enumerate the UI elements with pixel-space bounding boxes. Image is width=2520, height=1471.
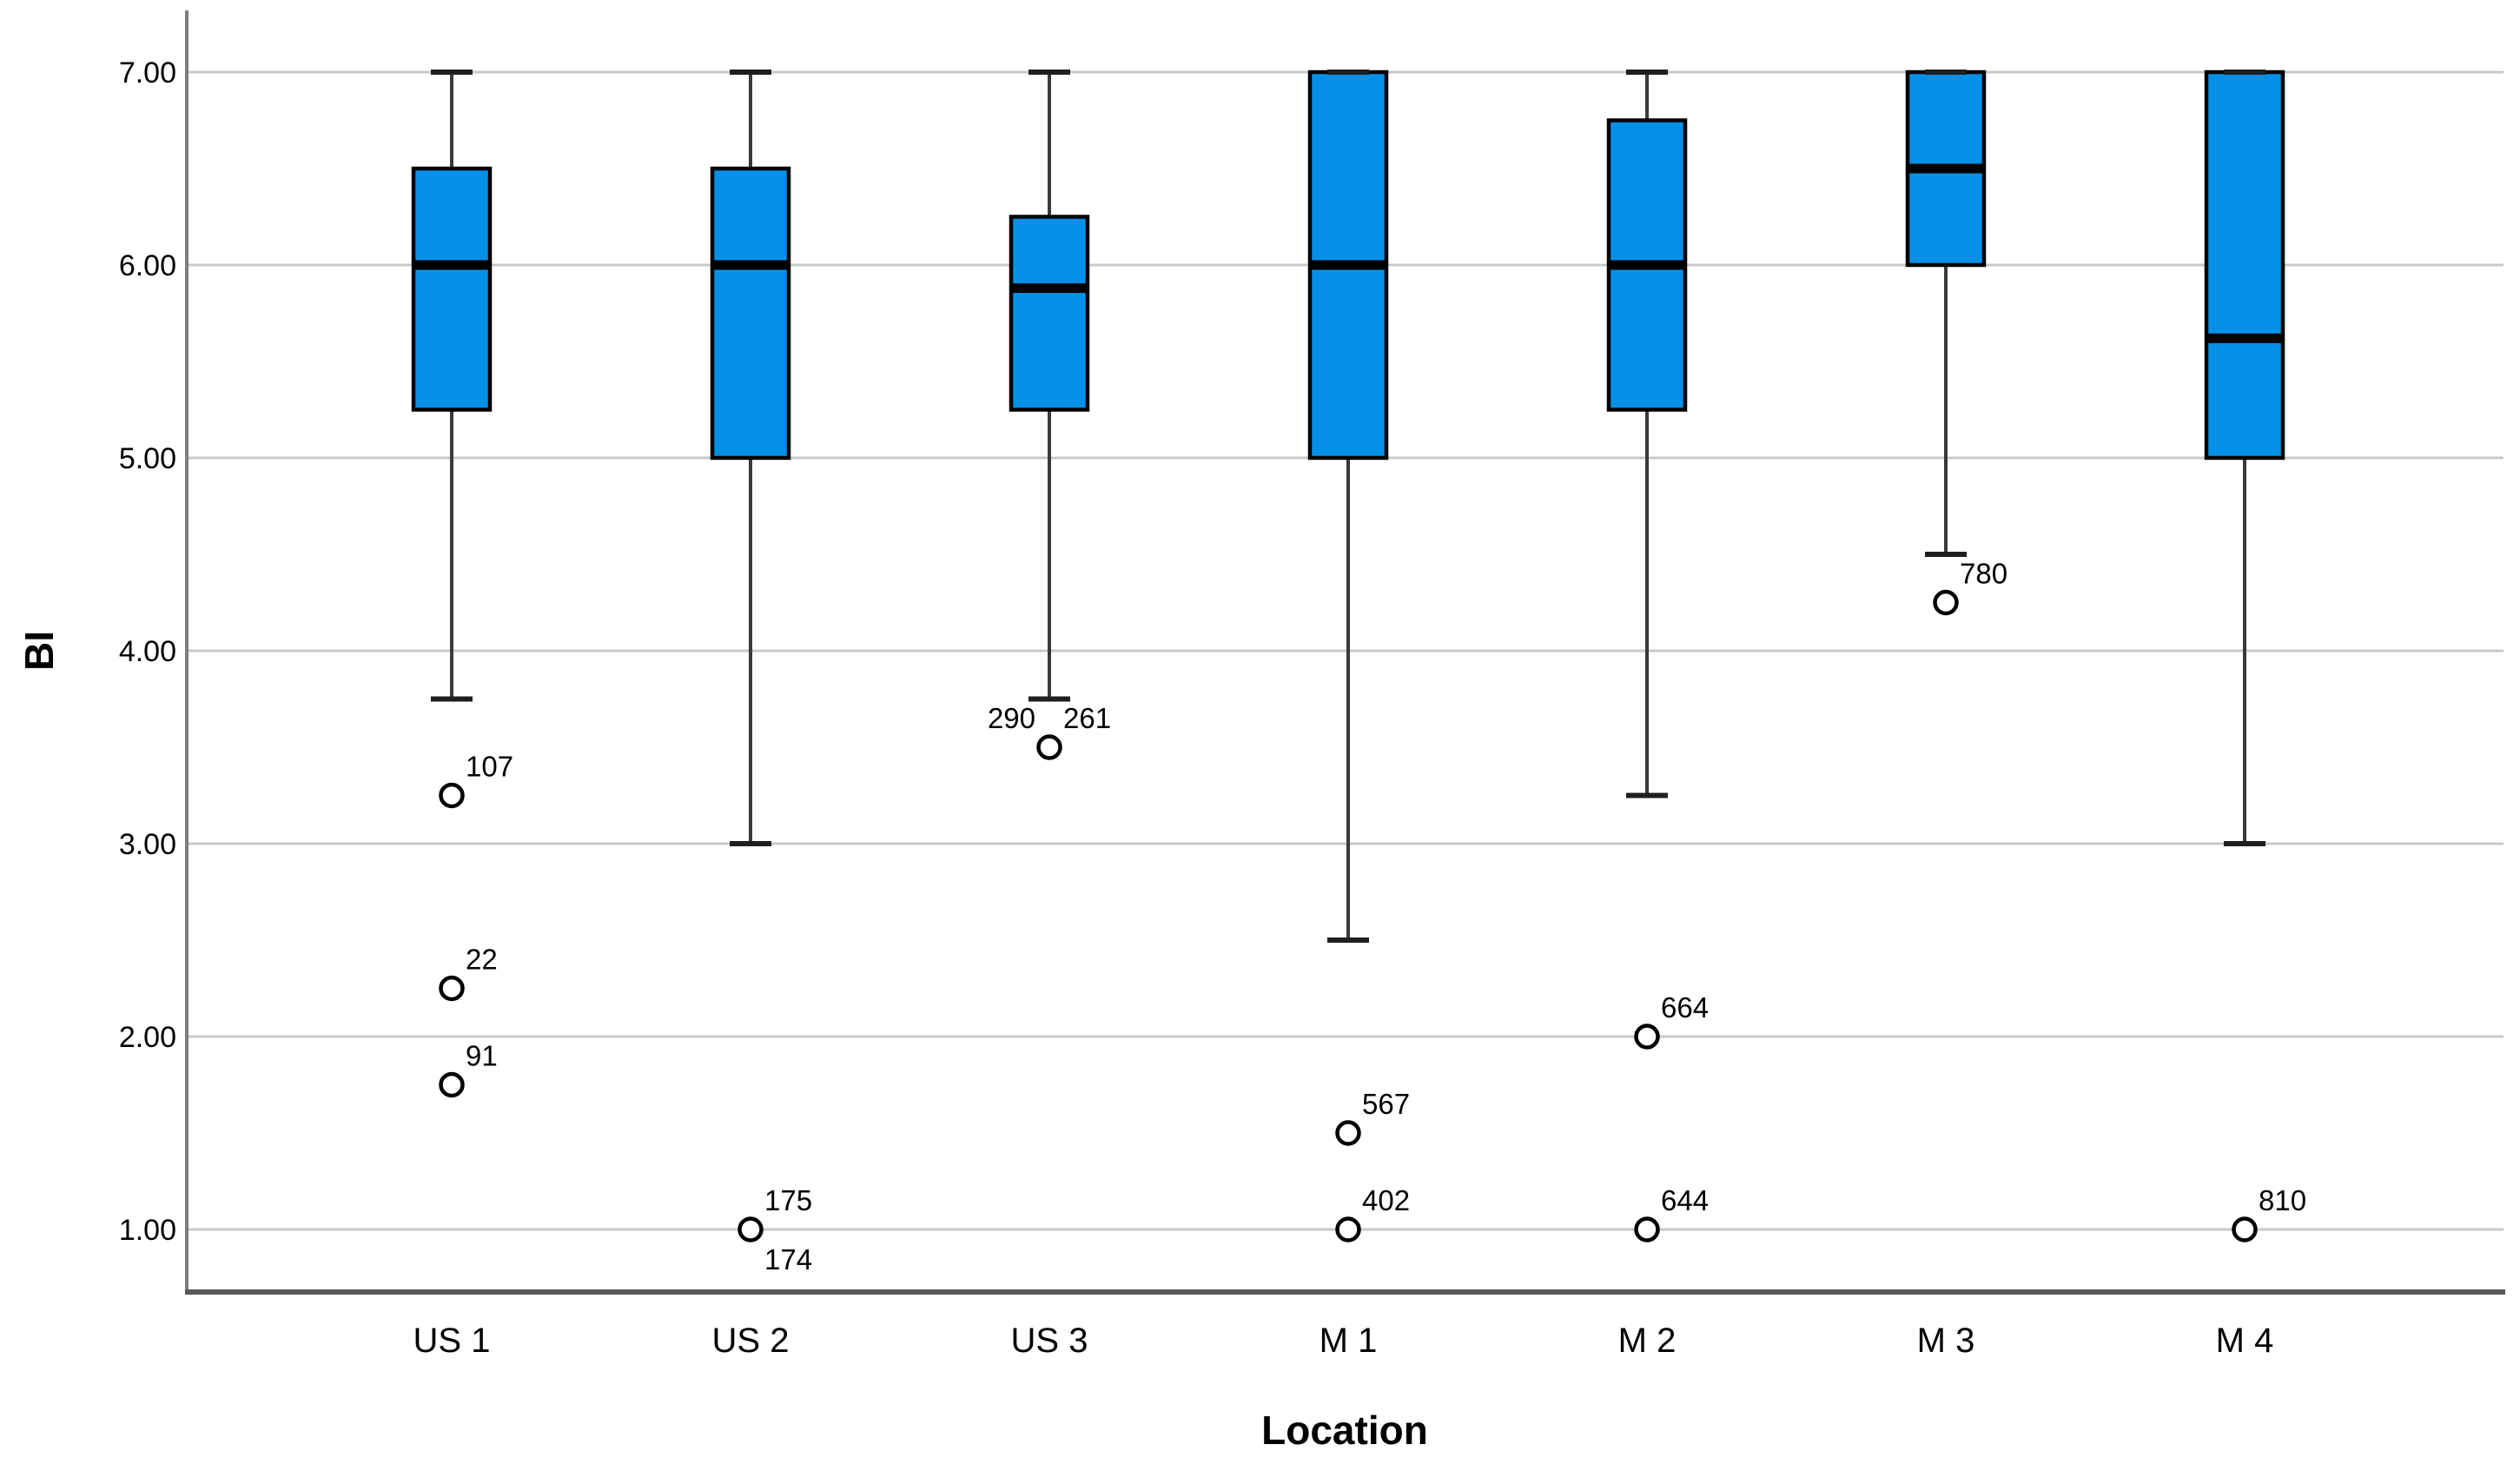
- x-axis-line: [185, 1289, 2505, 1295]
- x-category-label: US 3: [1011, 1322, 1088, 1360]
- y-tick-label: 6.00: [119, 249, 176, 282]
- x-category-label: M 2: [1618, 1322, 1677, 1360]
- whisker-cap: [1029, 70, 1070, 75]
- outlier-label: 22: [466, 944, 498, 976]
- outlier-label: 810: [2259, 1184, 2306, 1216]
- y-tick-label: 4.00: [119, 635, 176, 668]
- outlier-point: [439, 975, 465, 1002]
- whisker-cap: [730, 841, 771, 846]
- outlier-point: [1634, 1024, 1660, 1050]
- x-category-label: US 1: [413, 1322, 491, 1360]
- median-line: [1310, 260, 1386, 270]
- median-line: [1908, 163, 1984, 174]
- outlier-label: 174: [764, 1243, 812, 1276]
- median-line: [1011, 283, 1088, 294]
- whisker-cap: [1327, 938, 1369, 943]
- whisker-cap: [1925, 70, 1967, 75]
- outlier-point: [1933, 589, 1959, 616]
- outlier-point: [439, 1071, 465, 1098]
- outlier-point: [1335, 1120, 1361, 1146]
- outlier-point: [1634, 1216, 1660, 1242]
- chart-plot-area: 1.00 2.00 3.00 4.00 5.00 6.00 7.00 107 22 91 US 1 1…: [119, 10, 2505, 1360]
- outlier-point: [2232, 1216, 2258, 1242]
- y-axis-line: [185, 10, 189, 1292]
- outlier-point: [737, 1216, 764, 1242]
- box: [1009, 215, 1090, 412]
- outlier-label: 261: [1063, 702, 1111, 734]
- whisker-cap: [730, 70, 771, 75]
- whisker-cap: [1626, 792, 1668, 798]
- y-tick-label: 5.00: [119, 442, 176, 475]
- outlier-label: 290: [988, 702, 1035, 734]
- outlier-label: 402: [1362, 1184, 1410, 1216]
- median-line: [1609, 260, 1685, 270]
- x-category-label: M 1: [1320, 1322, 1378, 1360]
- outlier-label: 664: [1661, 991, 1709, 1024]
- box: [2204, 70, 2285, 461]
- x-axis-title: Location: [1261, 1408, 1428, 1453]
- outlier-label: 175: [764, 1184, 812, 1216]
- box: [411, 166, 493, 412]
- outlier-label: 91: [466, 1040, 498, 1072]
- whisker-cap: [2224, 70, 2265, 75]
- y-tick-label: 3.00: [119, 828, 176, 861]
- outlier-point: [1036, 734, 1062, 760]
- whisker-cap: [1626, 70, 1668, 75]
- whisker-cap: [1029, 696, 1070, 702]
- y-tick-label: 1.00: [119, 1214, 176, 1247]
- outlier-label: 780: [1960, 558, 2007, 590]
- outlier-label: 567: [1362, 1088, 1410, 1120]
- whisker-cap: [1925, 552, 1967, 557]
- whisker-cap: [431, 696, 473, 702]
- whisker-cap: [2224, 841, 2265, 846]
- median-line: [2206, 333, 2283, 343]
- outlier-point: [439, 782, 465, 809]
- x-category-label: M 3: [1917, 1322, 1975, 1360]
- y-tick-label: 2.00: [119, 1021, 176, 1054]
- x-category-label: US 2: [712, 1322, 790, 1360]
- whisker-cap: [1327, 70, 1369, 75]
- outlier-label: 107: [466, 751, 513, 783]
- median-line: [712, 260, 789, 270]
- whisker-cap: [431, 70, 473, 75]
- box: [710, 166, 791, 461]
- outlier-label: 644: [1661, 1184, 1709, 1216]
- median-line: [413, 260, 490, 270]
- y-axis-title: BI: [17, 631, 62, 671]
- x-category-label: M 4: [2216, 1322, 2274, 1360]
- y-tick-label: 7.00: [119, 56, 176, 89]
- outlier-point: [1335, 1216, 1361, 1242]
